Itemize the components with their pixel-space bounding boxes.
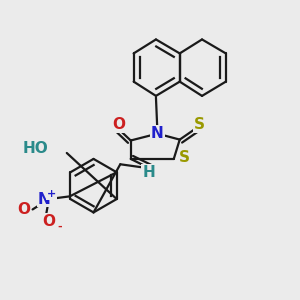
Text: N: N: [38, 191, 51, 206]
Text: S: S: [194, 117, 205, 132]
Text: O: O: [17, 202, 30, 217]
Text: H: H: [142, 165, 155, 180]
Text: S: S: [179, 150, 190, 165]
Text: N: N: [151, 126, 164, 141]
Text: -: -: [57, 222, 62, 232]
Text: +: +: [47, 189, 56, 199]
Text: O: O: [42, 214, 56, 229]
Text: HO: HO: [23, 141, 48, 156]
Text: O: O: [112, 117, 125, 132]
